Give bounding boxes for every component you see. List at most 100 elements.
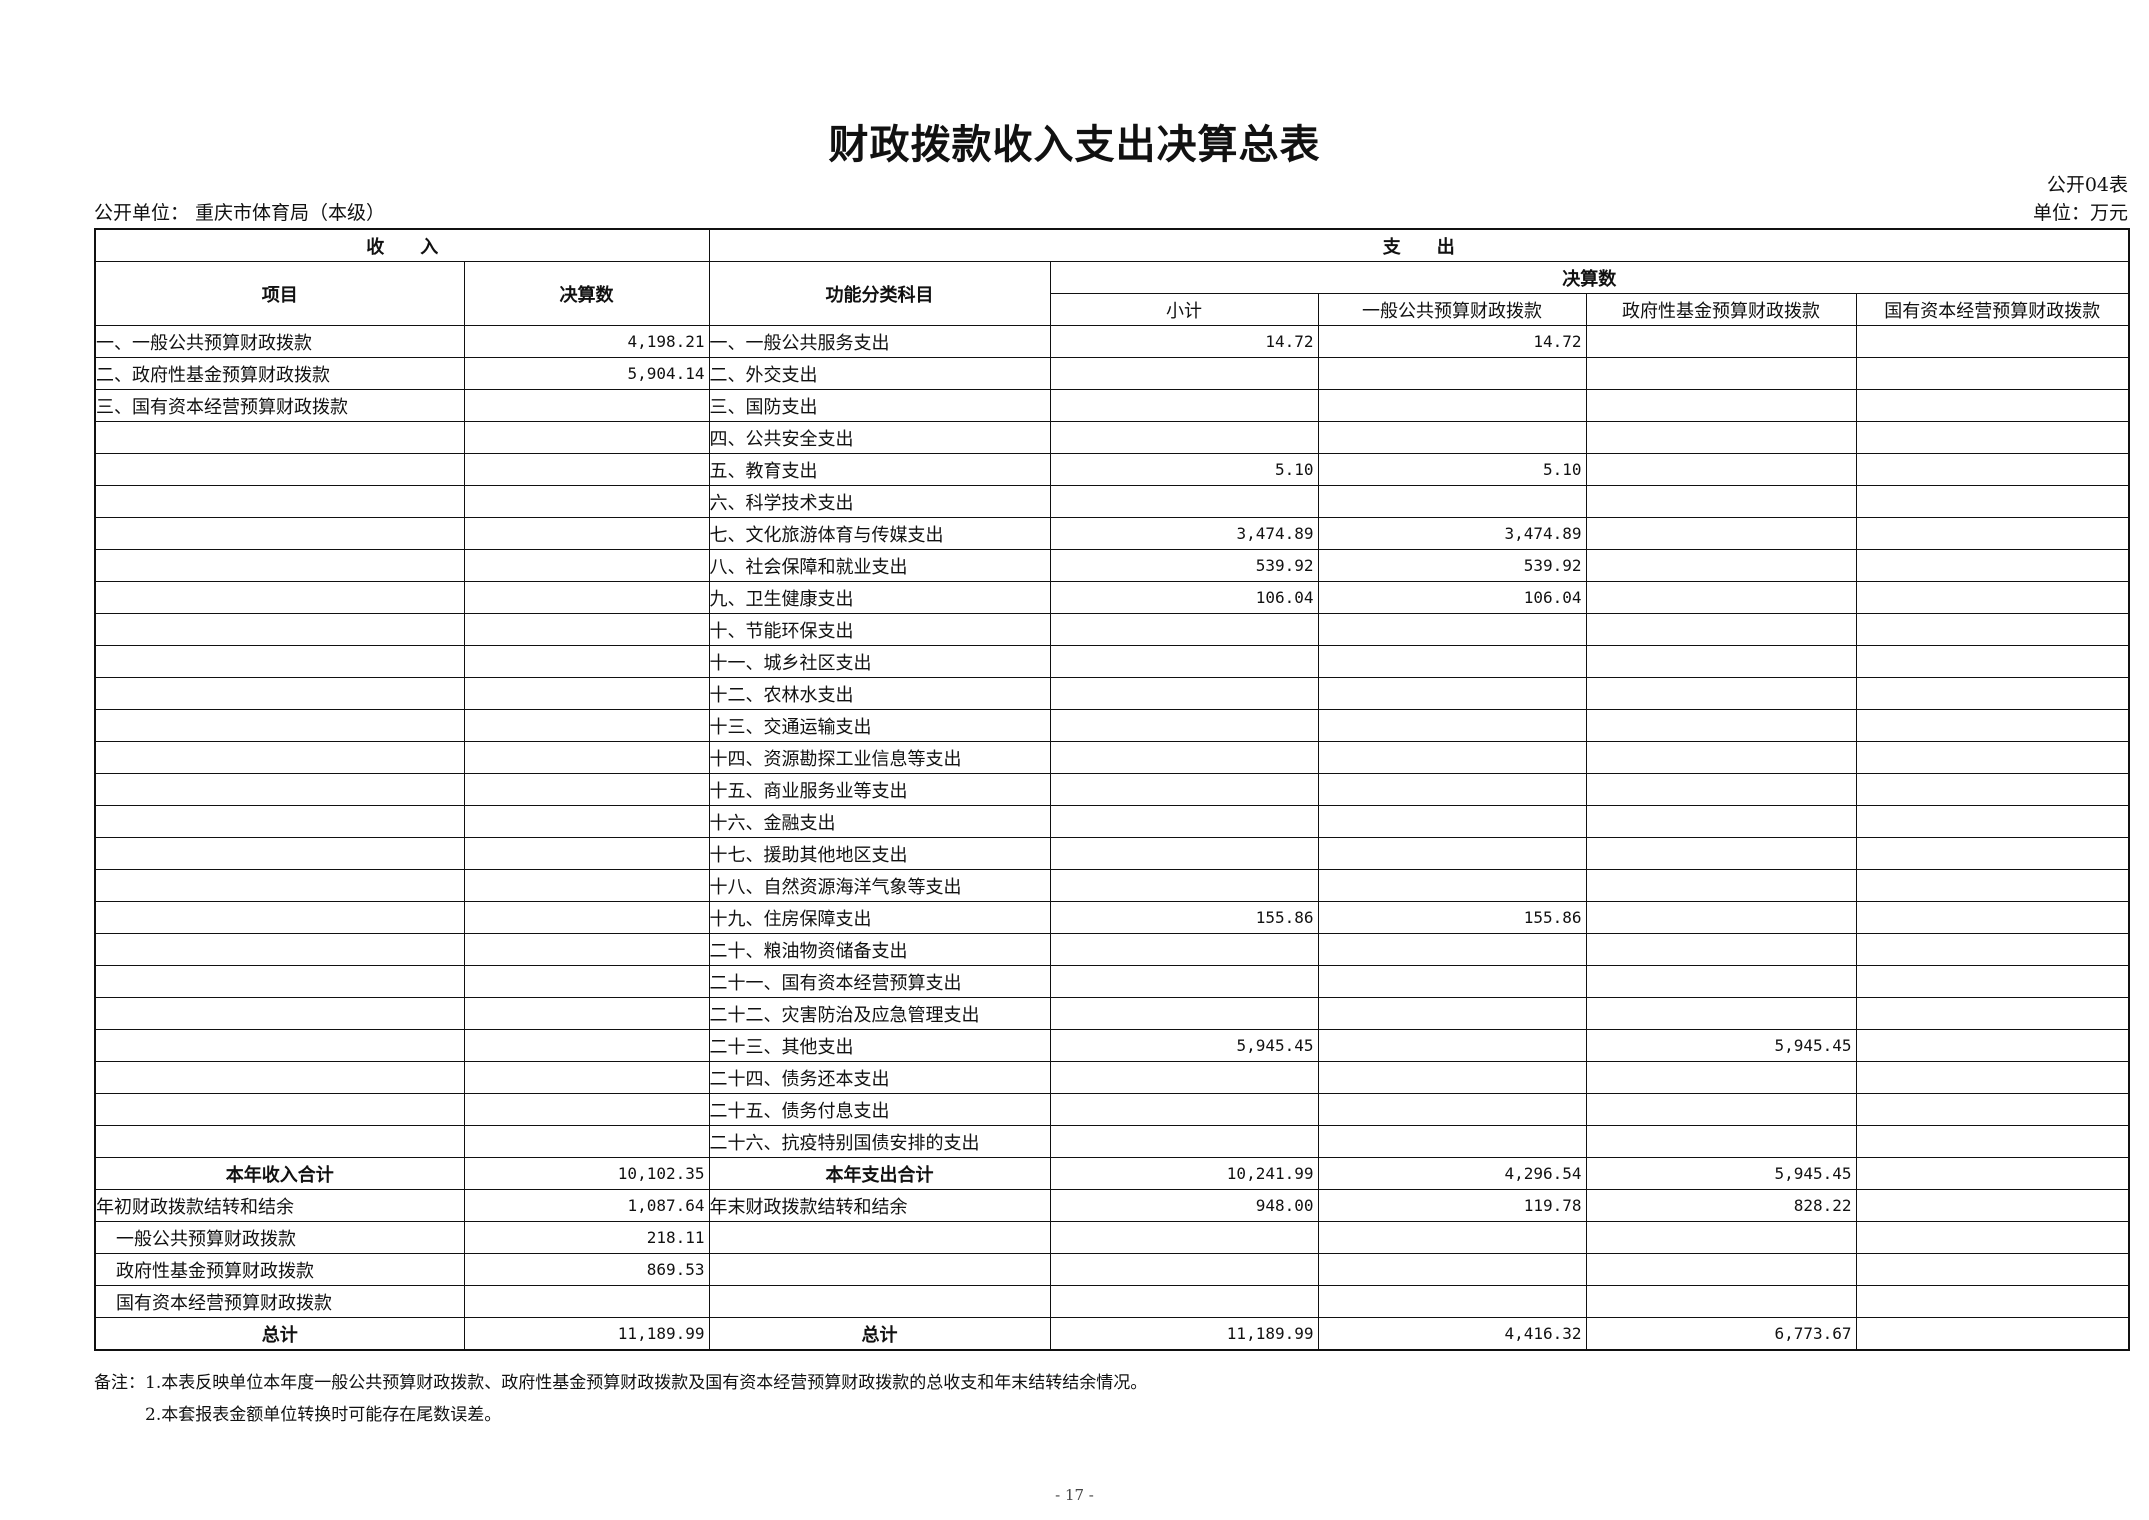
cell-income-item xyxy=(94,933,465,966)
income-header: 收 入 xyxy=(94,228,710,262)
cell-subtotal xyxy=(1049,805,1319,838)
cell-expense-item: 二十二、灾害防治及应急管理支出 xyxy=(708,997,1051,1030)
cell-general: 14.72 xyxy=(1317,325,1587,358)
cell-state xyxy=(1855,453,2130,486)
cell-subtotal xyxy=(1049,389,1319,422)
table-row: 十九、住房保障支出 155.86 155.86 xyxy=(94,901,2130,934)
table-row: 一、一般公共预算财政拨款 4,198.21 一、一般公共服务支出 14.72 14.72 xyxy=(94,325,2130,358)
cell-income-item xyxy=(94,1093,465,1126)
cell-expense-item: 七、文化旅游体育与传媒支出 xyxy=(708,517,1051,550)
cell-expense-item xyxy=(708,1221,1051,1254)
cell-general xyxy=(1317,1125,1587,1158)
cell-state xyxy=(1855,325,2130,358)
cell-state xyxy=(1855,485,2130,518)
cell-income-item xyxy=(94,613,465,646)
cell-expense-item: 二十一、国有资本经营预算支出 xyxy=(708,965,1051,998)
cell-subtotal: 5,945.45 xyxy=(1049,1029,1319,1062)
cell-state xyxy=(1855,581,2130,614)
cell-subtotal xyxy=(1049,709,1319,742)
cell-income-item: 政府性基金预算财政拨款 xyxy=(94,1253,465,1286)
cell-fund xyxy=(1585,1285,1857,1318)
cell-income-amount xyxy=(463,421,710,454)
cell-expense-item: 五、教育支出 xyxy=(708,453,1051,486)
note-2: 2.本套报表金额单位转换时可能存在尾数误差。 xyxy=(94,1405,502,1425)
cell-income-item xyxy=(94,773,465,806)
cell-income-item xyxy=(94,1061,465,1094)
cell-expense-item: 四、公共安全支出 xyxy=(708,421,1051,454)
cell-subtotal xyxy=(1049,1093,1319,1126)
cell-general xyxy=(1317,837,1587,870)
cell-income-amount xyxy=(463,933,710,966)
cell-income-amount xyxy=(463,677,710,710)
cell-income-item xyxy=(94,1125,465,1158)
cell-expense-item: 十九、住房保障支出 xyxy=(708,901,1051,934)
currency-unit: 单位：万元 xyxy=(2032,202,2128,224)
cell-income-item: 二、政府性基金预算财政拨款 xyxy=(94,357,465,390)
cell-expense-item: 十八、自然资源海洋气象等支出 xyxy=(708,869,1051,902)
cell-state xyxy=(1855,901,2130,934)
cell-income-amount: 1,087.64 xyxy=(463,1189,710,1222)
cell-expense-item: 二十三、其他支出 xyxy=(708,1029,1051,1062)
cell-expense-item: 十二、农林水支出 xyxy=(708,677,1051,710)
cell-income-item xyxy=(94,805,465,838)
cell-subtotal xyxy=(1049,965,1319,998)
amount-header: 决算数 xyxy=(463,261,710,326)
cell-income-amount xyxy=(463,613,710,646)
subtotal-header: 小计 xyxy=(1049,293,1319,326)
cell-income-item xyxy=(94,677,465,710)
cell-fund xyxy=(1585,1125,1857,1158)
table-row: 国有资本经营预算财政拨款 xyxy=(94,1285,2130,1318)
cell-general xyxy=(1317,613,1587,646)
table-row: 二、政府性基金预算财政拨款 5,904.14 二、外交支出 xyxy=(94,357,2130,390)
cell-state xyxy=(1855,1125,2130,1158)
cell-state xyxy=(1855,965,2130,998)
cell-income-amount xyxy=(463,1093,710,1126)
cell-general: 4,416.32 xyxy=(1317,1317,1587,1351)
expense-header: 支 出 xyxy=(708,228,2130,262)
cell-subtotal: 14.72 xyxy=(1049,325,1319,358)
cell-fund xyxy=(1585,517,1857,550)
cell-expense-item: 八、社会保障和就业支出 xyxy=(708,549,1051,582)
cell-subtotal xyxy=(1049,869,1319,902)
cell-general: 155.86 xyxy=(1317,901,1587,934)
cell-expense-item: 六、科学技术支出 xyxy=(708,485,1051,518)
cell-fund xyxy=(1585,805,1857,838)
cell-expense-item: 本年支出合计 xyxy=(708,1157,1051,1190)
cell-fund xyxy=(1585,773,1857,806)
cell-income-amount xyxy=(463,709,710,742)
cell-subtotal: 10,241.99 xyxy=(1049,1157,1319,1190)
cell-expense-item: 二十五、债务付息支出 xyxy=(708,1093,1051,1126)
cell-expense-item: 十、节能环保支出 xyxy=(708,613,1051,646)
cell-income-amount: 10,102.35 xyxy=(463,1157,710,1190)
cell-fund xyxy=(1585,421,1857,454)
cell-state xyxy=(1855,1093,2130,1126)
cell-fund xyxy=(1585,1093,1857,1126)
cell-expense-item: 九、卫生健康支出 xyxy=(708,581,1051,614)
cell-income-amount: 4,198.21 xyxy=(463,325,710,358)
cell-general xyxy=(1317,709,1587,742)
cell-income-amount: 11,189.99 xyxy=(463,1317,710,1351)
table-row: 十二、农林水支出 xyxy=(94,677,2130,710)
cell-general xyxy=(1317,805,1587,838)
cell-income-amount xyxy=(463,549,710,582)
cell-income-amount xyxy=(463,1061,710,1094)
cell-state xyxy=(1855,1157,2130,1190)
cell-fund xyxy=(1585,581,1857,614)
cell-income-item xyxy=(94,837,465,870)
func-item-header: 功能分类科目 xyxy=(708,261,1051,326)
cell-income-item: 年初财政拨款结转和结余 xyxy=(94,1189,465,1222)
cell-general: 119.78 xyxy=(1317,1189,1587,1222)
cell-general xyxy=(1317,1253,1587,1286)
table-row: 十六、金融支出 xyxy=(94,805,2130,838)
cell-general: 106.04 xyxy=(1317,581,1587,614)
cell-expense-item xyxy=(708,1285,1051,1318)
cell-income-item xyxy=(94,581,465,614)
cell-income-amount xyxy=(463,837,710,870)
table-row: 二十一、国有资本经营预算支出 xyxy=(94,965,2130,998)
cell-income-amount xyxy=(463,805,710,838)
cell-fund xyxy=(1585,709,1857,742)
cell-fund xyxy=(1585,613,1857,646)
cell-subtotal xyxy=(1049,421,1319,454)
cell-general xyxy=(1317,773,1587,806)
cell-income-amount xyxy=(463,1029,710,1062)
